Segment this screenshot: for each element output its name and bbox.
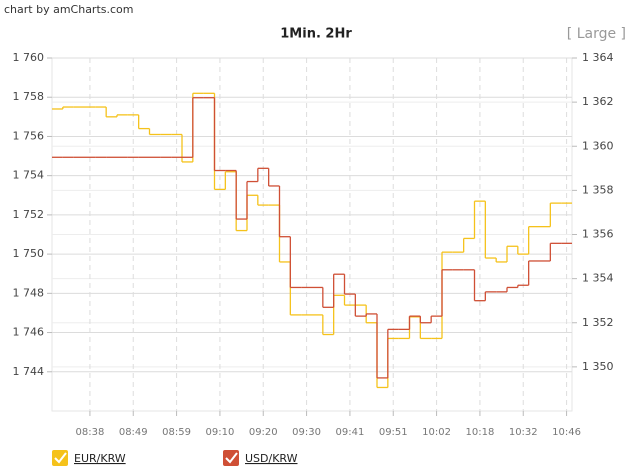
size-button[interactable]: [ Large ] bbox=[567, 26, 626, 42]
y2-tick-label: 1 360 bbox=[582, 139, 614, 152]
y-tick-label: 1 744 bbox=[13, 365, 45, 378]
y-tick-label: 1 754 bbox=[13, 169, 45, 182]
legend-check bbox=[225, 452, 238, 464]
x-tick-label: 08:59 bbox=[162, 427, 191, 438]
y2-tick-label: 1 350 bbox=[582, 360, 614, 373]
legend-checkbox[interactable] bbox=[223, 450, 239, 466]
y-tick-label: 1 758 bbox=[13, 90, 45, 103]
y2-tick-label: 1 364 bbox=[582, 51, 614, 64]
x-tick-label: 09:30 bbox=[292, 427, 321, 438]
x-tick-label: 09:41 bbox=[336, 427, 365, 438]
legend-checkbox[interactable] bbox=[52, 450, 68, 466]
x-tick-label: 10:02 bbox=[422, 427, 451, 438]
y2-tick-label: 1 356 bbox=[582, 228, 614, 241]
legend-label[interactable]: USD/KRW bbox=[245, 452, 298, 465]
y-tick-label: 1 748 bbox=[13, 286, 45, 299]
chart-title: 1Min. 2Hr bbox=[280, 27, 352, 42]
x-tick-label: 09:20 bbox=[249, 427, 278, 438]
y-tick-label: 1 760 bbox=[13, 51, 45, 64]
x-tick-label: 09:51 bbox=[379, 427, 408, 438]
x-tick-label: 10:32 bbox=[509, 427, 538, 438]
legend: EUR/KRW USD/KRW bbox=[52, 450, 298, 466]
credit[interactable]: chart by amCharts.com bbox=[4, 3, 134, 16]
x-tick-label: 08:38 bbox=[76, 427, 105, 438]
y2-tick-label: 1 362 bbox=[582, 95, 614, 108]
x-tick-label: 10:46 bbox=[552, 427, 581, 438]
y2-tick-label: 1 358 bbox=[582, 183, 614, 196]
x-tick-label: 08:49 bbox=[119, 427, 148, 438]
y2-tick-label: 1 352 bbox=[582, 316, 614, 329]
y2-tick-label: 1 354 bbox=[582, 272, 614, 285]
y-tick-label: 1 752 bbox=[13, 208, 45, 221]
x-tick-label: 09:10 bbox=[206, 427, 235, 438]
y-tick-label: 1 756 bbox=[13, 129, 45, 142]
legend-label[interactable]: EUR/KRW bbox=[74, 452, 126, 465]
y-tick-label: 1 746 bbox=[13, 326, 45, 339]
legend-check bbox=[54, 452, 67, 464]
y-tick-label: 1 750 bbox=[13, 247, 45, 260]
x-tick-label: 10:18 bbox=[466, 427, 495, 438]
